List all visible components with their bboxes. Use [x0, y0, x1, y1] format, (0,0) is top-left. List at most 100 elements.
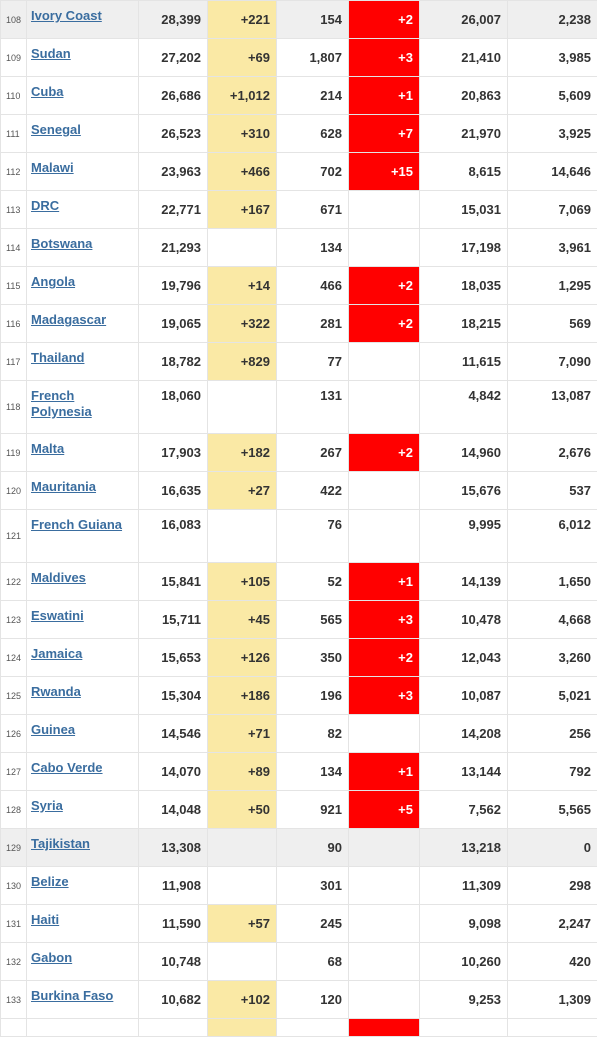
- active-cases-cell: 5,565: [508, 791, 597, 829]
- country-link[interactable]: Haiti: [31, 912, 134, 928]
- row-rank: 123: [1, 601, 27, 639]
- total-cases-cell: 14,546: [139, 715, 208, 753]
- new-cases-cell: [208, 229, 277, 267]
- country-cell: Haiti: [27, 905, 139, 943]
- new-deaths-cell: +15: [349, 153, 420, 191]
- active-cases-cell: 3,961: [508, 229, 597, 267]
- total-deaths-cell: 76: [277, 510, 349, 563]
- new-cases-cell: [208, 943, 277, 981]
- new-cases-cell: +45: [208, 601, 277, 639]
- new-deaths-cell: +3: [349, 677, 420, 715]
- country-cell: Malawi: [27, 153, 139, 191]
- new-cases-cell: +126: [208, 639, 277, 677]
- country-link[interactable]: Malta: [31, 441, 134, 457]
- active-cases-cell: 792: [508, 753, 597, 791]
- active-cases-cell: 298: [508, 867, 597, 905]
- active-cases-cell: 7,069: [508, 191, 597, 229]
- country-link[interactable]: Rwanda: [31, 684, 134, 700]
- new-cases-cell: +105: [208, 563, 277, 601]
- recovered-cell: 10,087: [420, 677, 508, 715]
- active-cases-cell: 2,676: [508, 434, 597, 472]
- country-link[interactable]: Sudan: [31, 46, 134, 62]
- recovered-cell: 21,410: [420, 39, 508, 77]
- country-cell: Thailand: [27, 343, 139, 381]
- active-cases-cell: 256: [508, 715, 597, 753]
- row-rank: 118: [1, 381, 27, 434]
- row-rank: 111: [1, 115, 27, 153]
- country-link[interactable]: Cabo Verde: [31, 760, 134, 776]
- total-cases-cell: 13,308: [139, 829, 208, 867]
- new-deaths-cell: [349, 510, 420, 563]
- recovered-cell: 13,144: [420, 753, 508, 791]
- total-cases-cell: 10,682: [139, 981, 208, 1019]
- country-link[interactable]: Malawi: [31, 160, 134, 176]
- country-cell: Angola: [27, 267, 139, 305]
- new-cases-cell: +14: [208, 267, 277, 305]
- country-link[interactable]: French Polynesia: [31, 388, 134, 420]
- country-link[interactable]: Cuba: [31, 84, 134, 100]
- new-deaths-cell: [349, 943, 420, 981]
- row-rank: 124: [1, 639, 27, 677]
- row-rank: 122: [1, 563, 27, 601]
- recovered-cell: 14,208: [420, 715, 508, 753]
- row-rank: 116: [1, 305, 27, 343]
- row-rank: 120: [1, 472, 27, 510]
- country-link[interactable]: Belize: [31, 874, 134, 890]
- country-link[interactable]: Senegal: [31, 122, 134, 138]
- country-cell: [27, 1019, 139, 1037]
- new-deaths-cell: +2: [349, 434, 420, 472]
- country-link[interactable]: Ivory Coast: [31, 8, 134, 24]
- country-link[interactable]: Madagascar: [31, 312, 134, 328]
- recovered-cell: 15,676: [420, 472, 508, 510]
- country-link[interactable]: Tajikistan: [31, 836, 134, 852]
- total-deaths-cell: 68: [277, 943, 349, 981]
- country-link[interactable]: Maldives: [31, 570, 134, 586]
- active-cases-cell: 0: [508, 829, 597, 867]
- recovered-cell: 17,198: [420, 229, 508, 267]
- active-cases-cell: 2,247: [508, 905, 597, 943]
- row-rank: 128: [1, 791, 27, 829]
- country-link[interactable]: DRC: [31, 198, 134, 214]
- recovered-cell: 18,035: [420, 267, 508, 305]
- total-cases-cell: 10,748: [139, 943, 208, 981]
- country-link[interactable]: Syria: [31, 798, 134, 814]
- country-link[interactable]: Angola: [31, 274, 134, 290]
- country-link[interactable]: Thailand: [31, 350, 134, 366]
- country-cell: DRC: [27, 191, 139, 229]
- total-deaths-cell: 350: [277, 639, 349, 677]
- country-link[interactable]: French Guiana: [31, 517, 134, 533]
- country-link[interactable]: Botswana: [31, 236, 134, 252]
- new-cases-cell: +167: [208, 191, 277, 229]
- new-cases-cell: [208, 1019, 277, 1037]
- country-link[interactable]: Mauritania: [31, 479, 134, 495]
- country-cell: Cuba: [27, 77, 139, 115]
- total-deaths-cell: 267: [277, 434, 349, 472]
- active-cases-cell: 1,309: [508, 981, 597, 1019]
- total-cases-cell: 19,796: [139, 267, 208, 305]
- country-link[interactable]: Burkina Faso: [31, 988, 134, 1004]
- new-cases-cell: +182: [208, 434, 277, 472]
- new-deaths-cell: +2: [349, 639, 420, 677]
- country-link[interactable]: Gabon: [31, 950, 134, 966]
- country-link[interactable]: Guinea: [31, 722, 134, 738]
- total-cases-cell: 27,202: [139, 39, 208, 77]
- new-cases-cell: [208, 510, 277, 563]
- total-deaths-cell: 466: [277, 267, 349, 305]
- new-deaths-cell: [349, 229, 420, 267]
- recovered-cell: 21,970: [420, 115, 508, 153]
- country-cell: Cabo Verde: [27, 753, 139, 791]
- active-cases-cell: 13,087: [508, 381, 597, 434]
- active-cases-cell: 2,238: [508, 1, 597, 39]
- new-cases-cell: +186: [208, 677, 277, 715]
- total-deaths-cell: 196: [277, 677, 349, 715]
- total-deaths-cell: 245: [277, 905, 349, 943]
- active-cases-cell: 5,609: [508, 77, 597, 115]
- country-link[interactable]: Jamaica: [31, 646, 134, 662]
- country-link[interactable]: Eswatini: [31, 608, 134, 624]
